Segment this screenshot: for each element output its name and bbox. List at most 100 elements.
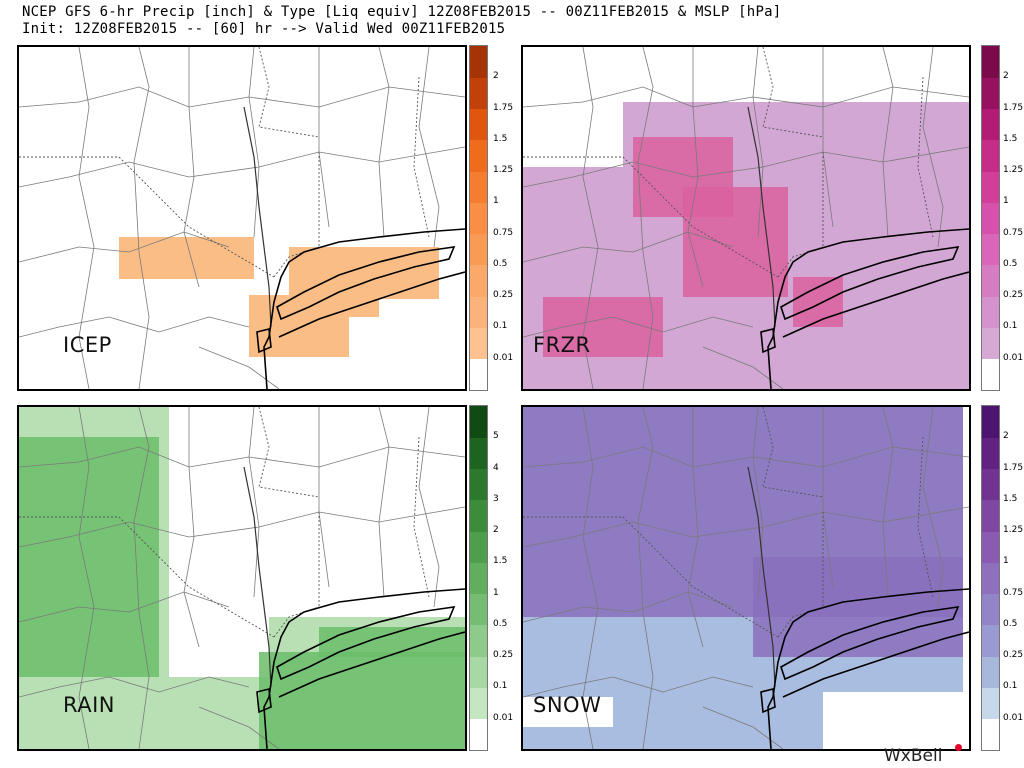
snow-colorbar-tick-label: 0.75 (1003, 587, 1024, 598)
rain-coastline (256, 588, 465, 749)
rain-map-panel: RAIN (17, 405, 467, 751)
snow-colorbar-segment (982, 718, 999, 751)
frzr-colorbar-tick-label: 2 (1003, 71, 1009, 82)
icep-colorbar-segment (470, 108, 487, 141)
snow-map (523, 407, 969, 749)
snow-colorbar-tick-label: 1.75 (1003, 462, 1024, 473)
frzr-colorbar-segment (982, 264, 999, 297)
icep-colorbar-tick-label: 0.25 (493, 290, 514, 301)
header-title-line2: Init: 12Z08FEB2015 -- [60] hr --> Valid … (22, 21, 506, 37)
frzr-colorbar-segment (982, 171, 999, 203)
icep-colorbar-segment (470, 171, 487, 203)
snow-colorbar-tick-label: 1 (1003, 556, 1009, 567)
frzr-panel-label: FRZR (533, 333, 591, 357)
rain-colorbar-segment (470, 624, 487, 657)
frzr-colorbar-tick-label: 0.75 (1003, 227, 1024, 238)
icep-colorbar-tick-label: 0.75 (493, 227, 514, 238)
icep-colorbar-segment (470, 358, 487, 391)
snow-colorbar-segment (982, 406, 999, 438)
snow-coastline (760, 588, 969, 749)
icep-colorbar-segment (470, 296, 487, 328)
snow-colorbar-segment (982, 468, 999, 501)
frzr-colorbar-tick-label: 1 (1003, 196, 1009, 207)
icep-colorbar-tick-label: 1.5 (493, 133, 508, 144)
snow-colorbar-ticks: 0.01 0.1 0.25 0.5 0.75 1 1.25 1.5 1.75 2 (1003, 405, 1024, 751)
rain-colorbar-segment (470, 593, 487, 626)
rain-panel-label: RAIN (63, 693, 116, 717)
rain-colorbar-segment (470, 656, 487, 688)
wxbell-credit: WxBell (884, 746, 943, 766)
snow-colorbar (981, 405, 1000, 751)
frzr-colorbar-tick-label: 1.25 (1003, 165, 1024, 176)
rain-precip-heavy-2 (319, 627, 465, 657)
snow-no-precip-0 (823, 692, 969, 749)
header-title-line1: NCEP GFS 6-hr Precip [inch] & Type [Liq … (22, 4, 782, 20)
snow-panel-label: SNOW (533, 693, 602, 717)
snow-colorbar-tick-label: 0.25 (1003, 650, 1024, 661)
snow-colorbar-tick-label: 1.25 (1003, 525, 1024, 536)
icep-panel-label: ICEP (63, 333, 112, 357)
snow-colorbar-segment (982, 499, 999, 532)
icep-colorbar-segment (470, 202, 487, 235)
rain-colorbar-tick-label: 3 (493, 493, 499, 504)
snow-colorbar-tick-label: 0.5 (1003, 618, 1018, 629)
snow-colorbar-segment (982, 593, 999, 626)
icep-colorbar-tick-label: 0.01 (493, 352, 514, 363)
rain-precip-heavy-1 (259, 652, 465, 749)
rain-colorbar-tick-label: 0.01 (493, 712, 514, 723)
frzr-colorbar-tick-label: 0.5 (1003, 258, 1018, 269)
rain-precip-heavy-0 (19, 437, 159, 677)
icep-colorbar-segment (470, 77, 487, 110)
frzr-colorbar-segment (982, 108, 999, 141)
rain-colorbar-tick-label: 1 (493, 587, 499, 598)
rain-colorbar-segment (470, 499, 487, 532)
rain-colorbar-tick-label: 0.25 (493, 650, 514, 661)
rain-colorbar-segment (470, 468, 487, 501)
frzr-coastline (760, 228, 969, 389)
frzr-colorbar-segment (982, 202, 999, 235)
icep-coastline (256, 228, 465, 389)
rain-colorbar-tick-label: 0.1 (493, 681, 508, 692)
rain-colorbar-segment (470, 562, 487, 595)
snow-colorbar-tick-label: 2 (1003, 431, 1009, 442)
snow-county-boundaries (523, 407, 969, 749)
frzr-state-boundaries (523, 47, 934, 278)
icep-colorbar-tick-label: 1 (493, 196, 499, 207)
icep-colorbar (469, 45, 488, 391)
rain-colorbar-ticks: 0.01 0.1 0.25 0.5 1 1.5 2 3 4 5 (493, 405, 519, 751)
frzr-colorbar-segment (982, 296, 999, 328)
snow-colorbar-segment (982, 531, 999, 563)
rain-colorbar-segment (470, 406, 487, 438)
snow-colorbar-tick-label: 0.01 (1003, 712, 1024, 723)
frzr-colorbar-tick-label: 1.5 (1003, 133, 1018, 144)
icep-county-boundaries (19, 47, 465, 389)
snow-colorbar-segment (982, 562, 999, 595)
rain-colorbar-segment (470, 718, 487, 751)
icep-colorbar-tick-label: 2 (493, 71, 499, 82)
wxbell-logo-dot (955, 744, 962, 751)
frzr-map-panel: FRZR (521, 45, 971, 391)
frzr-river (747, 106, 776, 328)
snow-map-panel: SNOW (521, 405, 971, 751)
snow-colorbar-segment (982, 656, 999, 688)
frzr-colorbar-segment (982, 358, 999, 391)
frzr-colorbar-tick-label: 0.1 (1003, 321, 1018, 332)
snow-colorbar-segment (982, 624, 999, 657)
icep-colorbar-segment (470, 264, 487, 297)
snow-colorbar-tick-label: 1.5 (1003, 493, 1018, 504)
rain-colorbar-tick-label: 0.5 (493, 618, 508, 629)
snow-river (747, 466, 776, 688)
icep-colorbar-tick-label: 0.1 (493, 321, 508, 332)
rain-colorbar-tick-label: 1.5 (493, 556, 508, 567)
icep-map (19, 47, 465, 389)
icep-colorbar-segment (470, 139, 487, 172)
frzr-colorbar-segment (982, 139, 999, 172)
rain-colorbar-segment (470, 437, 487, 470)
snow-colorbar-tick-label: 0.1 (1003, 681, 1018, 692)
icep-colorbar-segment (470, 327, 487, 360)
frzr-colorbar-ticks: 0.01 0.1 0.25 0.5 0.75 1 1.25 1.5 1.75 2 (1003, 45, 1024, 391)
icep-colorbar-tick-label: 1.75 (493, 102, 514, 113)
rain-colorbar-segment (470, 687, 487, 720)
frzr-colorbar-tick-label: 0.25 (1003, 290, 1024, 301)
icep-colorbar-segment (470, 46, 487, 78)
